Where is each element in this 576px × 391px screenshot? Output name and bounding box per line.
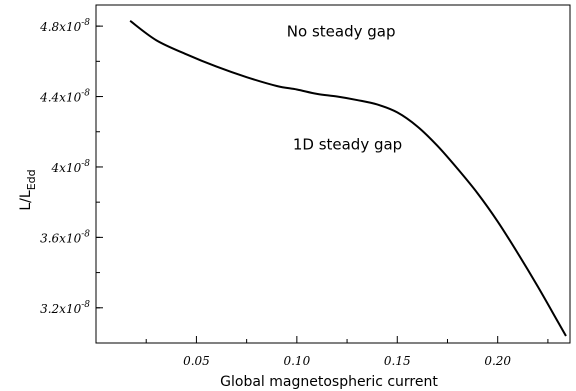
x-tick-label-1: 0.10 [283, 354, 310, 368]
y-tick-label-3: 4.4x10-8 [39, 89, 90, 105]
y-tick-label-1: 3.6x10-8 [40, 229, 90, 245]
labels-layer: 0.05 0.10 0.15 0.20 3.2x10-8 3.6x10-8 4x10-8 4.… [39, 18, 511, 368]
y-axis-title-sub: Edd [25, 169, 38, 190]
y-tick-label-2: 4x10-8 [51, 159, 91, 175]
ticks-layer [96, 25, 549, 344]
y-tick-label-4: 4.8x10-8 [39, 18, 90, 34]
plot-frame [95, 4, 571, 344]
x-axis-title: Global magnetospheric current [220, 374, 438, 390]
series-line [129, 20, 567, 337]
y-axis-title-main: L/L [18, 190, 34, 211]
annotation-0: No steady gap [287, 23, 396, 41]
x-tick-label-3: 0.20 [484, 354, 511, 368]
y-tick-label-0: 3.2x10-8 [40, 300, 90, 316]
annotation-1: 1D steady gap [293, 135, 402, 153]
y-axis-title: L/LEdd [18, 169, 38, 210]
x-tick-label-0: 0.05 [183, 354, 210, 368]
x-tick-label-2: 0.15 [384, 354, 411, 368]
